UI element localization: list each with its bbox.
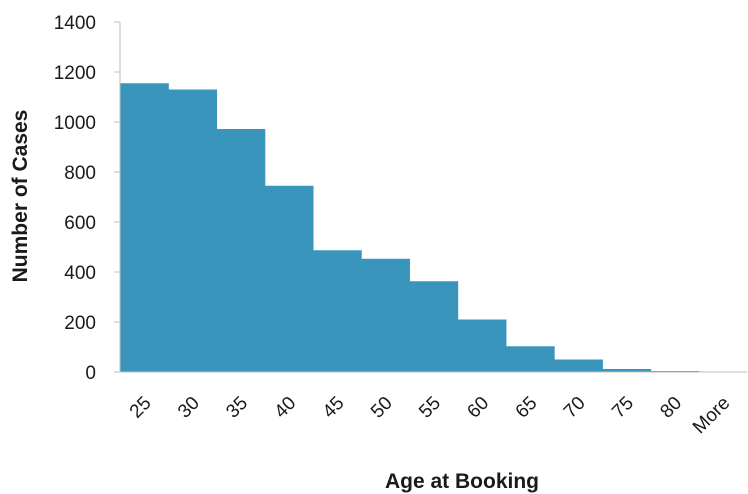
y-tick-label: 200 xyxy=(64,313,96,334)
bar-70 xyxy=(554,359,603,372)
bar-60 xyxy=(457,319,507,372)
bar-65 xyxy=(505,346,555,372)
bar-35 xyxy=(216,129,266,372)
x-tick-label: 35 xyxy=(222,393,252,423)
bar-45 xyxy=(312,250,362,372)
y-tick-label: 1200 xyxy=(54,63,96,84)
x-axis-title: Age at Booking xyxy=(385,470,539,493)
bar-75 xyxy=(602,369,652,372)
y-tick-label: 800 xyxy=(64,163,96,184)
x-tick-label: 40 xyxy=(271,393,301,423)
y-axis-title: Number of Cases xyxy=(9,110,32,283)
axes-group xyxy=(119,22,747,373)
x-tick-label: 55 xyxy=(415,393,445,423)
bar-30 xyxy=(168,89,218,372)
x-tick-label: 80 xyxy=(656,393,686,423)
y-tick-label: 1000 xyxy=(54,113,96,134)
bar-25 xyxy=(120,83,169,372)
y-tick-label: 600 xyxy=(64,213,96,234)
x-tick-label: 65 xyxy=(512,393,542,423)
bar-50 xyxy=(361,258,410,372)
y-tick-label: 1400 xyxy=(54,13,96,34)
y-tick-label: 400 xyxy=(64,263,96,284)
x-tick-label: 45 xyxy=(319,393,349,423)
x-tick-label: 75 xyxy=(608,393,638,423)
x-tick-label: More xyxy=(689,393,734,438)
y-tick-label: 0 xyxy=(85,363,96,384)
x-tick-label: 70 xyxy=(560,393,590,423)
x-ticks-group: 25 30 35 40 45 50 55 60 65 70 75 80 More xyxy=(126,393,735,438)
x-tick-label: 25 xyxy=(126,393,156,423)
bars-group xyxy=(120,83,748,372)
bar-55 xyxy=(409,281,459,372)
bar-40 xyxy=(264,185,314,372)
x-tick-label: 60 xyxy=(463,393,493,423)
y-ticks-group: 0 200 400 600 800 1000 1200 1400 xyxy=(54,13,120,384)
x-tick-label: 50 xyxy=(367,393,397,423)
x-tick-label: 30 xyxy=(174,393,204,423)
